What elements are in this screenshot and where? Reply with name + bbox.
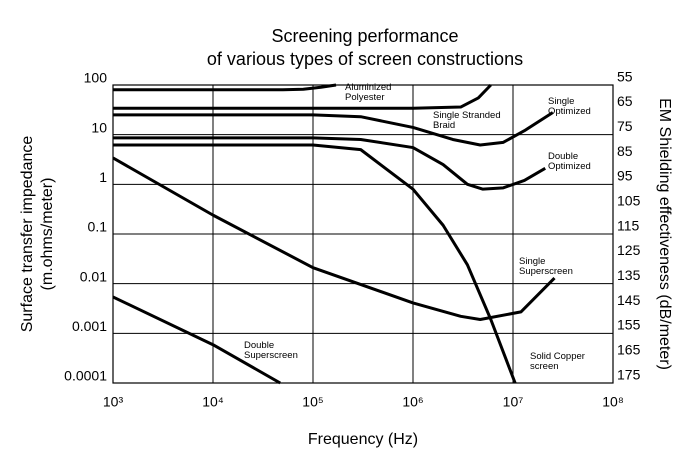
y-tick-label: 10: [91, 119, 107, 135]
series-line: [113, 156, 556, 321]
chart-title: Screening performance: [271, 26, 458, 46]
y2-tick-label: 125: [617, 242, 641, 258]
series-label: Double Superscreen: [244, 340, 298, 361]
y-tick-label: 100: [84, 70, 108, 86]
y-axis-label: Surface transfer impedance: [19, 136, 36, 333]
x-axis-label: Frequency (Hz): [308, 431, 418, 448]
y2-tick-label: 135: [617, 267, 641, 283]
y-tick-label: 1: [99, 169, 107, 185]
y-axis-label: (m.ohms/meter): [39, 178, 56, 291]
series-line: [113, 83, 492, 110]
y2-tick-label: 75: [617, 118, 633, 134]
series-line: [113, 83, 337, 92]
y2-tick-label: 175: [617, 366, 641, 382]
series-label: Solid Copper screen: [530, 351, 585, 372]
series-line: [113, 143, 517, 384]
y2-tick-label: 85: [617, 143, 633, 159]
y2-tick-label: 155: [617, 317, 641, 333]
y-tick-label: 0.0001: [64, 368, 107, 384]
y2-tick-label: 55: [617, 68, 633, 84]
x-tick-label: 10⁶: [402, 394, 423, 410]
y2-axis-label: EM Shielding effectiveness (dB/meter): [656, 98, 673, 370]
series-label: Single Stranded Braid: [433, 110, 501, 131]
y-tick-label: 0.1: [88, 219, 108, 235]
series-label: Single Superscreen: [519, 256, 573, 277]
x-tick-label: 10⁴: [202, 394, 224, 410]
chart-title: of various types of screen constructions: [207, 49, 523, 69]
series-label: Aluminized Polyester: [345, 82, 392, 103]
y2-tick-label: 95: [617, 168, 633, 184]
y2-tick-label: 65: [617, 93, 633, 109]
y2-tick-label: 115: [617, 217, 640, 233]
y-tick-label: 0.001: [72, 318, 107, 334]
series-line: [113, 136, 546, 191]
series-label: Single Optimized: [548, 96, 591, 117]
y2-tick-label: 145: [617, 292, 641, 308]
x-tick-label: 10⁷: [503, 394, 524, 410]
series-line: [113, 295, 281, 385]
x-tick-label: 10³: [103, 394, 124, 410]
y-tick-label: 0.01: [80, 268, 107, 284]
series-label: Double Optimized: [548, 151, 591, 172]
y2-tick-label: 165: [617, 341, 641, 357]
x-tick-label: 10⁸: [602, 394, 624, 410]
x-tick-label: 10⁵: [302, 394, 323, 410]
series-line: [113, 111, 554, 147]
y2-tick-label: 105: [617, 192, 641, 208]
